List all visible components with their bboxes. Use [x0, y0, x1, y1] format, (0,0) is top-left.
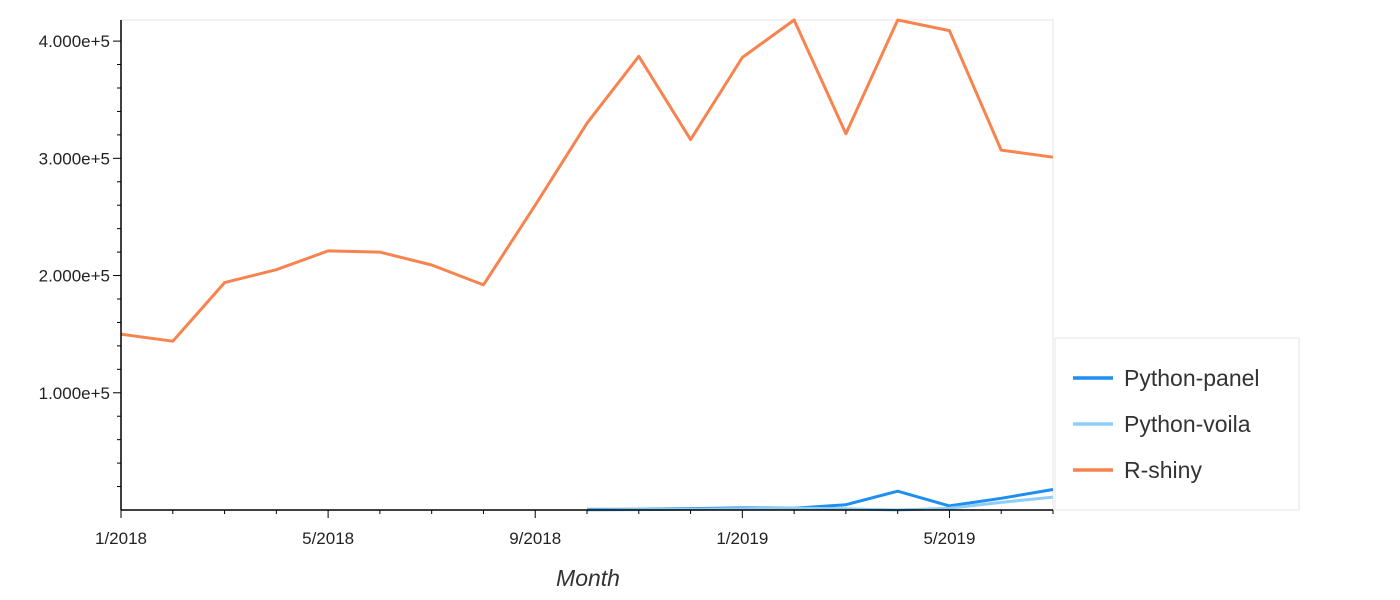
- x-axis-title: Month: [556, 565, 620, 591]
- series-line-python-voila: [586, 495, 1054, 512]
- plot-border: [120, 19, 1054, 511]
- x-tick-label: 1/2019: [716, 529, 768, 548]
- x-tick-label: 1/2018: [95, 529, 147, 548]
- axes: 1.000e+5 2.000e+5 3.000e+5 4.000e+5 1/2018 5/…: [39, 20, 1054, 548]
- x-tick-label: 9/2018: [509, 529, 561, 548]
- y-tick-label: 1.000e+5: [39, 384, 110, 403]
- legend-label-python-panel: Python-panel: [1124, 365, 1260, 391]
- y-tick-label: 4.000e+5: [39, 32, 110, 51]
- legend-label-r-shiny: R-shiny: [1124, 457, 1202, 483]
- y-tick-label: 3.000e+5: [39, 149, 110, 168]
- series-line-python-panel: [586, 488, 1054, 511]
- legend-box: [1054, 337, 1300, 511]
- series-lines: [120, 18, 1054, 512]
- x-tick-label: 5/2018: [302, 529, 354, 548]
- legend: Python-panel Python-voila R-shiny: [1054, 337, 1300, 511]
- series-line-r-shiny: [120, 18, 1054, 343]
- x-tick-label: 5/2019: [923, 529, 975, 548]
- legend-label-python-voila: Python-voila: [1124, 411, 1251, 437]
- y-tick-label: 2.000e+5: [39, 267, 110, 286]
- plot-area: [120, 19, 1054, 511]
